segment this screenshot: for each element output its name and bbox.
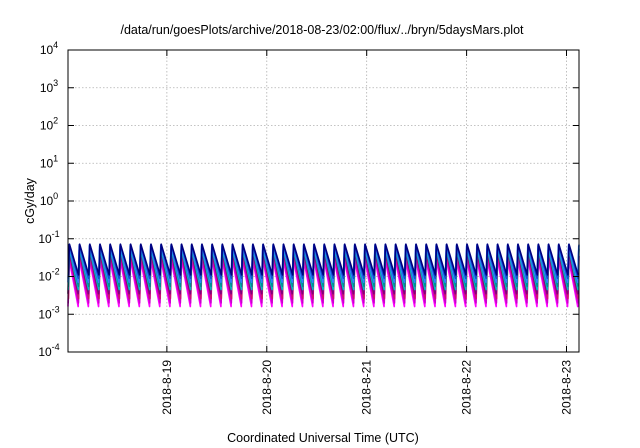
- y-tick-label: 103: [40, 78, 58, 95]
- x-tick-label: 2018-8-22: [460, 360, 474, 415]
- x-axis: 2018-8-19 2018-8-20 2018-8-21 2018-8-22 2018…: [160, 50, 574, 415]
- x-axis-label: Coordinated Universal Time (UTC): [227, 431, 419, 445]
- x-tick-label: 2018-8-21: [360, 360, 374, 415]
- y-tick-label: 104: [40, 40, 58, 57]
- x-tick-label: 2018-8-20: [260, 360, 274, 415]
- x-tick-label: 2018-8-19: [160, 360, 174, 415]
- y-tick-label: 100: [40, 191, 58, 208]
- y-tick-label: 10-2: [38, 267, 59, 284]
- y-axis-label: cGy/day: [23, 177, 37, 224]
- chart-title: /data/run/goesPlots/archive/2018-08-23/0…: [120, 23, 524, 37]
- y-tick-label: 10-1: [38, 229, 59, 246]
- series-group: [67, 243, 580, 308]
- y-tick-label: 10-4: [38, 342, 59, 359]
- series-line: [67, 243, 579, 276]
- y-tick-label: 10-3: [38, 304, 59, 321]
- x-tick-label: 2018-8-23: [560, 360, 574, 415]
- y-tick-label: 101: [40, 153, 58, 170]
- y-axis: 10-4 10-3 10-2 10-1 100 101 102 103 104: [38, 40, 579, 359]
- y-tick-label: 102: [40, 116, 58, 133]
